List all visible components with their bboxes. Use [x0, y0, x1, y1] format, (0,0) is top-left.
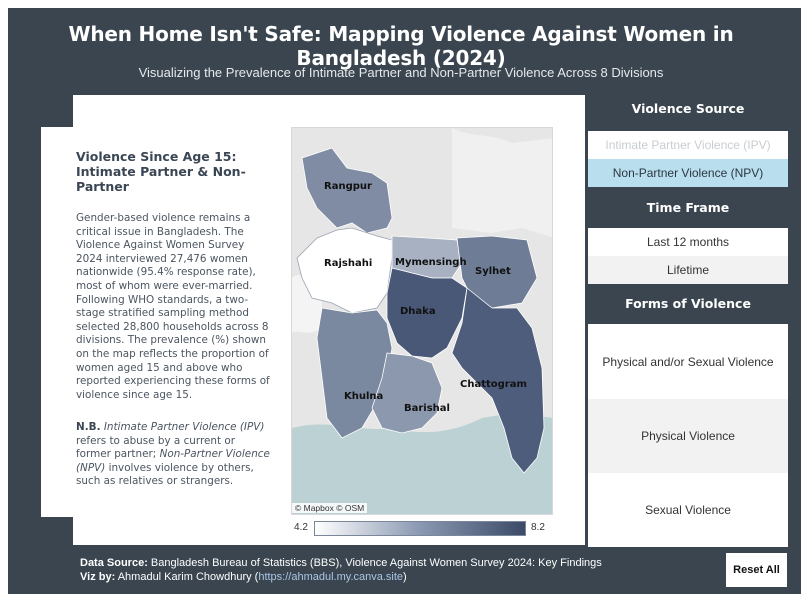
- viz-by-line: Viz by: Ahmadul Karim Chowdhury (https:/…: [80, 571, 602, 585]
- label-sylhet: Sylhet: [475, 266, 511, 277]
- region-rajshahi[interactable]: [296, 227, 393, 314]
- legend-min: 4.2: [294, 522, 308, 533]
- label-chattogram: Chattogram: [460, 379, 527, 390]
- info-body: Gender-based violence remains a critical…: [76, 212, 270, 401]
- bay-of-bengal: [292, 413, 552, 514]
- region-chattogram[interactable]: [451, 287, 545, 474]
- data-source-line: Data Source: Bangladesh Bureau of Statis…: [80, 557, 602, 571]
- option-last-12-months[interactable]: Last 12 months: [588, 228, 788, 256]
- option-ipv[interactable]: Intimate Partner Violence (IPV): [588, 131, 788, 159]
- info-note: N.B. Intimate Partner Violence (IPV) ref…: [76, 421, 271, 489]
- note-label: N.B.: [76, 421, 101, 433]
- viz-by-label: Viz by:: [80, 570, 116, 583]
- time-frame-title: Time Frame: [646, 200, 730, 215]
- note-ipv-text: refers to abuse by a current or former p…: [76, 434, 235, 461]
- reset-all-button[interactable]: Reset All: [726, 553, 787, 587]
- viz-by-text: Ahmadul Karim Chowdhury (: [115, 570, 259, 583]
- viz-by-close: ): [403, 570, 407, 583]
- label-barishal: Barishal: [404, 403, 450, 414]
- frame-top: [0, 0, 801, 8]
- label-rangpur: Rangpur: [324, 181, 372, 192]
- option-lifetime[interactable]: Lifetime: [588, 256, 788, 284]
- label-dhaka: Dhaka: [400, 306, 436, 317]
- option-npv[interactable]: Non-Partner Violence (NPV): [588, 159, 788, 187]
- region-barishal[interactable]: [371, 352, 443, 434]
- option-physical-and-or-sexual[interactable]: Physical and/or Sexual Violence: [588, 324, 788, 399]
- note-npv-text: involves violence by others, such as rel…: [76, 461, 254, 488]
- info-card: [41, 127, 275, 517]
- region-dhaka[interactable]: [386, 267, 468, 359]
- region-rangpur[interactable]: [301, 147, 393, 234]
- option-physical-violence[interactable]: Physical Violence: [588, 399, 788, 473]
- option-sexual-violence[interactable]: Sexual Violence: [588, 473, 788, 547]
- footer-credits: Data Source: Bangladesh Bureau of Statis…: [80, 557, 602, 584]
- legend-max: 8.2: [531, 522, 545, 533]
- note-npv-term: Non-Partner Violence (NPV): [76, 448, 270, 474]
- choropleth-map[interactable]: Rangpur Rajshahi Mymensingh Sylhet Dhaka…: [291, 127, 553, 515]
- map-credit[interactable]: © Mapbox © OSM: [292, 503, 368, 513]
- dashboard-subtitle: Visualizing the Prevalence of Intimate P…: [138, 65, 664, 80]
- region-sylhet[interactable]: [456, 235, 538, 309]
- frame-bottom: [0, 594, 801, 602]
- neighbor-land-north: [452, 128, 552, 238]
- violence-source-title: Violence Source: [631, 101, 745, 116]
- data-source-label: Data Source:: [80, 557, 148, 569]
- map-svg[interactable]: Rangpur Rajshahi Mymensingh Sylhet Dhaka…: [292, 128, 553, 515]
- note-ipv-term: Intimate Partner Violence (IPV): [103, 421, 265, 433]
- frame-left: [0, 0, 8, 602]
- author-link[interactable]: https://ahmadul.my.canva.site: [258, 570, 404, 583]
- info-heading: Violence Since Age 15: Intimate Partner …: [76, 149, 246, 194]
- forms-of-violence-title: Forms of Violence: [625, 296, 751, 311]
- data-source-text: Bangladesh Bureau of Statistics (BBS), V…: [147, 557, 602, 569]
- color-legend: [314, 521, 526, 536]
- dashboard-title: When Home Isn't Safe: Mapping Violence A…: [68, 22, 734, 70]
- label-rajshahi: Rajshahi: [324, 258, 372, 269]
- label-khulna: Khulna: [344, 391, 383, 402]
- label-mymensingh: Mymensingh: [395, 257, 467, 268]
